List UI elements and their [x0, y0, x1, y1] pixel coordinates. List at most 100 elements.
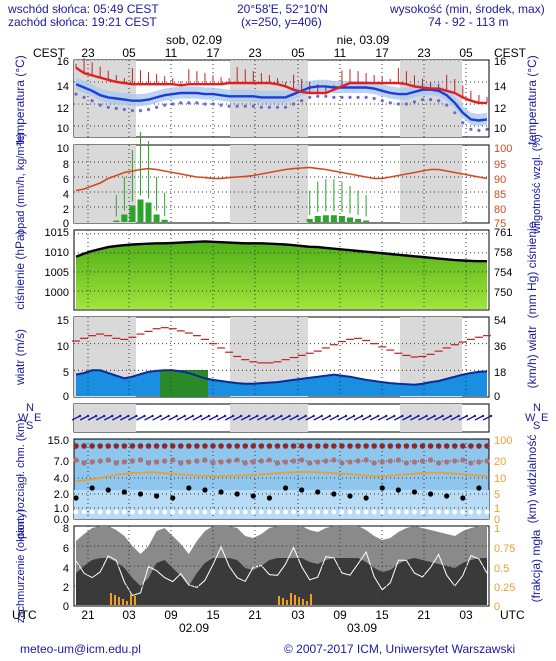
wind-arrow — [482, 415, 492, 421]
dew-dot — [437, 99, 441, 103]
high-cloud-dot — [274, 443, 281, 449]
fog-dot — [89, 509, 95, 515]
humidity-tick: 100 — [494, 143, 512, 155]
wind-arrow — [240, 415, 250, 421]
pressure-tick: 1015 — [45, 227, 69, 239]
fog-dot — [387, 509, 393, 515]
wind-arrow-head — [215, 414, 219, 418]
dew-dot — [259, 105, 263, 109]
bottom-hour-labels: 21 03 09 15 21 03 09 15 21 03 — [81, 608, 473, 622]
fog-bar — [306, 601, 308, 605]
mid-cloud-dot — [460, 457, 466, 463]
top-hour-label: 23 — [81, 46, 95, 60]
wind-arrow-head — [296, 414, 299, 418]
pressure-tick-right: 754 — [494, 267, 512, 279]
humidity-tick: 80 — [494, 204, 506, 216]
wind-arrow — [232, 415, 242, 421]
top-hour-label: 23 — [248, 46, 262, 60]
wind-arrow — [257, 415, 266, 421]
mid-cloud-dot — [452, 458, 458, 464]
fog-axis-label: (frakcja) mgła — [529, 529, 543, 602]
dew-dot — [308, 95, 312, 99]
wind-arrow-head — [102, 414, 106, 418]
top-hour-labels: 23 05 11 17 23 05 11 17 23 05 — [81, 46, 473, 60]
fog-dot — [331, 509, 337, 515]
mid-cloud-dot — [226, 458, 232, 464]
temp-tick: 10 — [57, 123, 69, 135]
wind-arrow-head — [78, 414, 82, 418]
dew-point-dots — [74, 92, 489, 132]
top-hour-label: 17 — [375, 46, 389, 60]
top-hour-label: 05 — [459, 46, 473, 60]
temperature-line — [75, 66, 487, 105]
temp-tick: 16 — [57, 56, 69, 68]
wind-arrow-head — [272, 414, 275, 418]
high-cloud-dot — [355, 443, 361, 449]
low-cloud-dot — [186, 485, 192, 491]
precip-bar — [314, 216, 321, 222]
wind-arrow — [103, 415, 113, 421]
low-cloud-dot — [121, 489, 127, 495]
cloud-layer-dots — [73, 443, 490, 515]
fog-bar — [118, 597, 120, 605]
top-time-axis: CEST CEST sob, 02.09 nie, 03.09 23 05 11 17… — [33, 33, 527, 60]
contact-email[interactable]: meteo-um@icm.edu.pl — [20, 642, 141, 656]
wind-arrow-head — [344, 414, 348, 418]
cloud-tick: 0 — [63, 601, 69, 613]
fog-dot — [323, 509, 329, 515]
cloud-cover-panel: 8 6 4 2 0 1 0.75 0.5 0.25 0 zachmurzenie… — [15, 509, 543, 623]
cloudbase-axis-label: pion. rozciągł. chm. (km) — [15, 419, 27, 539]
mid-cloud-dot — [97, 458, 103, 464]
dew-dot — [219, 103, 223, 107]
wind-arrow — [321, 415, 331, 421]
wind-arrow — [281, 415, 290, 421]
low-cloud-dot — [73, 495, 79, 501]
wind-arrow-head — [239, 414, 243, 418]
high-cloud-dot — [218, 443, 224, 449]
fog-dot — [355, 509, 361, 515]
high-cloud-dot — [411, 443, 418, 449]
fog-dot — [460, 509, 466, 515]
fog-dot — [291, 509, 296, 515]
bottom-hour-label: 03 — [122, 608, 136, 622]
high-cloud-dot — [202, 443, 208, 449]
low-cloud-dot — [411, 489, 418, 495]
precip-bar — [347, 217, 353, 222]
bottom-hour-label: 03 — [459, 608, 473, 622]
low-cloud-dot — [137, 491, 144, 497]
mid-cloud-dot — [290, 458, 297, 464]
wind-arrow-head — [457, 414, 460, 418]
mid-cloud-dot — [234, 457, 240, 463]
dew-dot — [203, 102, 207, 106]
dew-dot — [195, 101, 199, 105]
high-cloud-dot — [210, 443, 216, 449]
high-cloud-dot — [476, 443, 482, 449]
bottom-hour-label: 09 — [333, 608, 347, 622]
fog-dot — [420, 509, 425, 515]
dew-dot — [163, 103, 167, 107]
wind-arrow-head — [223, 414, 227, 418]
fog-dot — [194, 509, 200, 515]
wind-arrow — [176, 415, 186, 421]
dew-dot — [316, 94, 320, 98]
dew-dot — [412, 100, 417, 104]
fog-dot — [154, 509, 159, 515]
wind-tick: 0 — [63, 391, 69, 403]
low-cloud-dot — [331, 491, 337, 497]
wind-tick: 15 — [57, 315, 69, 327]
high-cloud-dot — [314, 443, 321, 449]
wind-arrow-head — [119, 414, 122, 418]
fog-dot — [468, 509, 474, 515]
fog-dot — [258, 509, 264, 515]
wind-arrow-head — [368, 414, 372, 418]
cloudbase-tick: 4.0 — [54, 473, 69, 485]
height-label: wysokość (min, środek, max) — [390, 2, 545, 16]
dew-dot — [227, 104, 231, 108]
pressure-tick-right: 758 — [494, 247, 512, 259]
dew-dot — [453, 111, 457, 115]
visibility-tick: 10 — [494, 473, 506, 485]
wind-arrow — [329, 415, 339, 421]
wind-arrow-head — [151, 414, 154, 418]
mid-cloud-dot — [202, 457, 208, 463]
wind-arrow-head — [207, 414, 211, 418]
